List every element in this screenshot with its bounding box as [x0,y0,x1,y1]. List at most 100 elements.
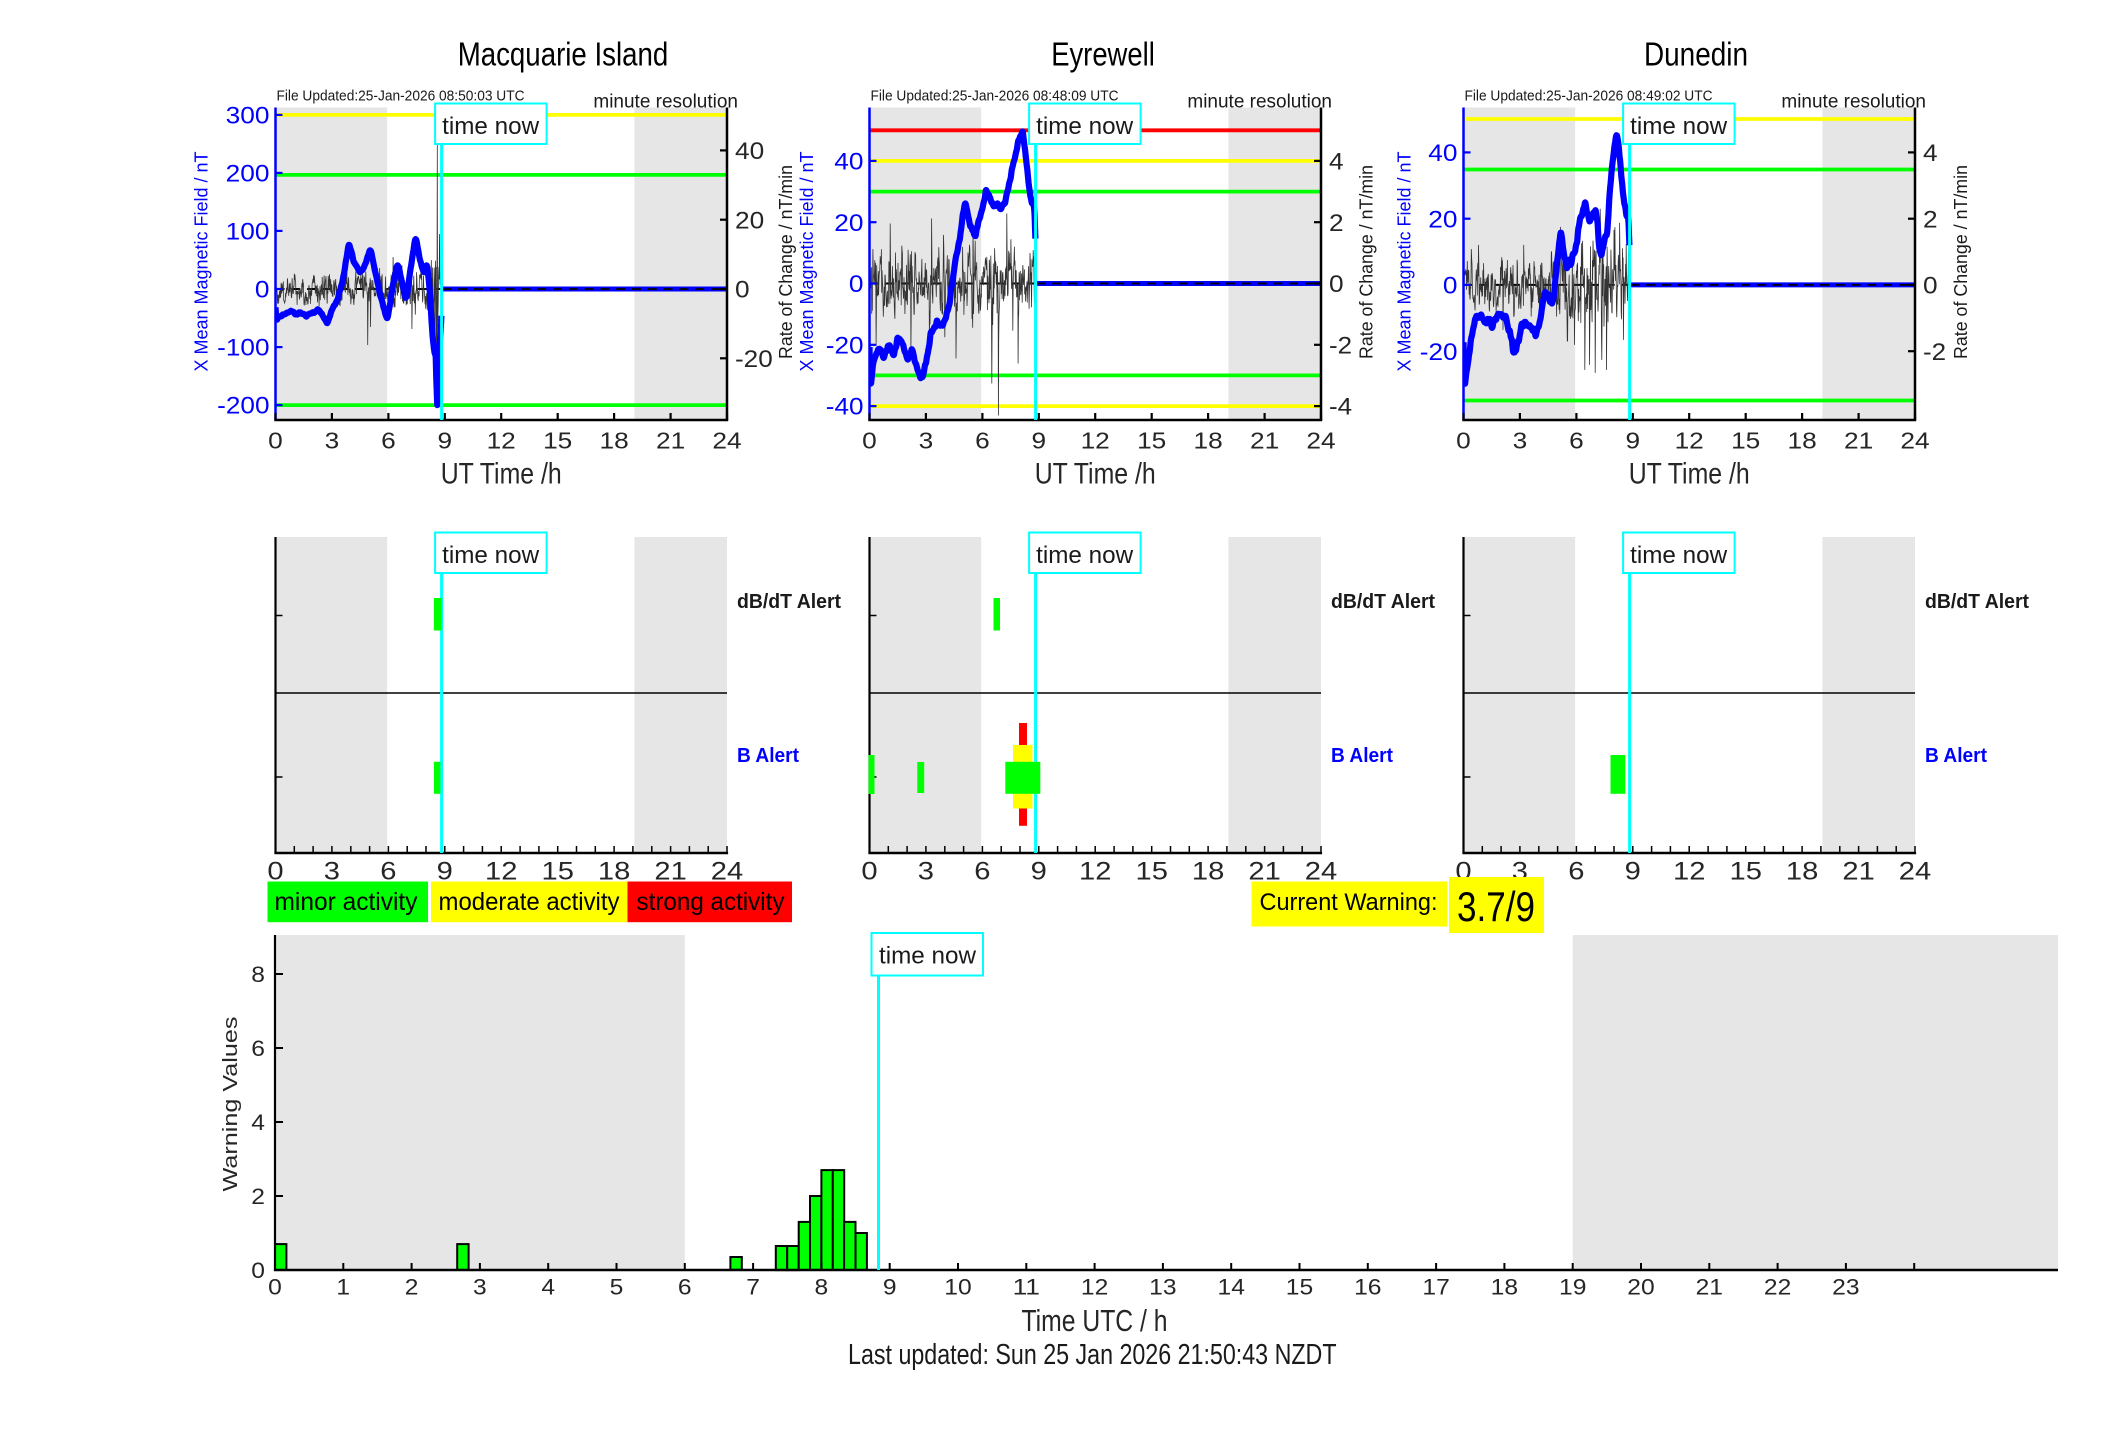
svg-text:-2: -2 [1329,332,1352,359]
svg-text:6: 6 [975,428,990,454]
svg-text:dB/dT Alert: dB/dT Alert [1331,591,1435,613]
svg-text:4: 4 [1329,149,1344,176]
svg-text:9: 9 [1032,428,1047,454]
svg-text:24: 24 [1306,428,1335,454]
svg-text:21: 21 [1248,858,1280,886]
svg-text:0: 0 [251,1258,265,1283]
svg-text:-20: -20 [735,346,773,373]
svg-text:9: 9 [1626,428,1641,454]
svg-text:Time UTC / h: Time UTC / h [1022,1303,1168,1338]
svg-text:X Mean Magnetic Field / nT: X Mean Magnetic Field / nT [192,152,212,372]
svg-text:6: 6 [251,1036,265,1061]
svg-text:time now: time now [442,113,540,140]
svg-text:300: 300 [226,103,270,130]
svg-text:3: 3 [919,428,934,454]
svg-text:minute resolution: minute resolution [1781,92,1926,113]
svg-text:9: 9 [1031,858,1047,886]
svg-text:24: 24 [711,858,744,886]
svg-text:13: 13 [1149,1275,1176,1300]
svg-text:0: 0 [849,271,864,298]
svg-text:24: 24 [712,428,741,454]
svg-text:B Alert: B Alert [737,745,799,767]
svg-text:6: 6 [380,858,396,886]
svg-text:6: 6 [974,858,990,886]
svg-text:3: 3 [1513,428,1528,454]
svg-text:0: 0 [735,277,750,304]
svg-text:4: 4 [1923,140,1938,167]
svg-text:dB/dT Alert: dB/dT Alert [737,591,841,613]
svg-text:8: 8 [815,1275,829,1300]
svg-text:0: 0 [1923,273,1938,300]
svg-text:4: 4 [251,1110,265,1135]
svg-text:17: 17 [1422,1275,1449,1300]
svg-text:-20: -20 [826,332,864,359]
svg-text:0: 0 [861,858,877,886]
svg-text:0: 0 [268,428,283,454]
svg-text:21: 21 [654,858,686,886]
svg-text:18: 18 [1192,858,1224,886]
svg-text:15: 15 [543,428,572,454]
svg-text:Macquarie Island: Macquarie Island [458,36,669,73]
svg-text:6: 6 [1568,858,1584,886]
svg-text:moderate activity: moderate activity [439,888,620,916]
svg-text:-40: -40 [826,394,864,421]
svg-text:-20: -20 [1420,339,1458,366]
svg-text:2: 2 [1329,210,1344,237]
svg-text:9: 9 [1625,858,1641,886]
svg-text:minute resolution: minute resolution [593,92,738,113]
svg-text:100: 100 [226,219,270,246]
svg-text:15: 15 [1136,858,1168,886]
svg-text:18: 18 [1491,1275,1518,1300]
svg-text:File Updated:25-Jan-2026 08:49: File Updated:25-Jan-2026 08:49:02 UTC [1465,88,1713,105]
svg-text:12: 12 [1079,858,1111,886]
svg-text:Dunedin: Dunedin [1644,36,1748,73]
svg-text:24: 24 [1899,858,1932,886]
svg-text:Last updated: Sun 25 Jan 2026: Last updated: Sun 25 Jan 2026 21:50:43 N… [848,1339,1337,1371]
svg-text:12: 12 [485,858,517,886]
svg-text:21: 21 [1696,1275,1723,1300]
svg-text:Eyrewell: Eyrewell [1051,36,1155,73]
svg-text:time now: time now [1036,113,1134,140]
svg-text:UT Time /h: UT Time /h [1629,458,1750,491]
svg-text:0: 0 [1329,271,1344,298]
svg-text:18: 18 [598,858,630,886]
svg-text:15: 15 [1286,1275,1313,1300]
svg-text:-2: -2 [1923,339,1946,366]
svg-text:0: 0 [268,1275,282,1300]
svg-text:15: 15 [542,858,574,886]
svg-text:3: 3 [918,858,934,886]
svg-text:7: 7 [746,1275,760,1300]
svg-text:3: 3 [473,1275,487,1300]
svg-text:2: 2 [251,1184,265,1209]
svg-text:40: 40 [1428,140,1457,167]
svg-text:strong activity: strong activity [637,888,785,916]
svg-text:20: 20 [1428,206,1457,233]
svg-text:time now: time now [1630,542,1728,569]
svg-text:11: 11 [1013,1275,1040,1300]
svg-text:20: 20 [834,210,863,237]
svg-text:19: 19 [1559,1275,1586,1300]
svg-text:15: 15 [1730,858,1762,886]
svg-text:22: 22 [1764,1275,1791,1300]
svg-text:21: 21 [1250,428,1279,454]
svg-text:16: 16 [1354,1275,1381,1300]
svg-text:5: 5 [610,1275,624,1300]
svg-text:3: 3 [325,428,340,454]
svg-text:0: 0 [255,277,270,304]
svg-text:40: 40 [735,138,764,165]
svg-text:12: 12 [1081,428,1110,454]
svg-text:9: 9 [883,1275,897,1300]
svg-text:6: 6 [1569,428,1584,454]
svg-text:12: 12 [1081,1275,1108,1300]
svg-text:10: 10 [944,1275,971,1300]
svg-text:15: 15 [1137,428,1166,454]
svg-text:X Mean Magnetic Field / nT: X Mean Magnetic Field / nT [1395,152,1415,372]
svg-text:-200: -200 [217,393,269,420]
svg-text:Rate of Change / nT/min: Rate of Change / nT/min [1951,165,1971,359]
svg-text:time now: time now [879,943,977,970]
svg-text:0: 0 [1456,428,1471,454]
svg-text:Current Warning:: Current Warning: [1260,889,1438,916]
svg-text:12: 12 [1673,858,1705,886]
svg-text:3.7/9: 3.7/9 [1457,883,1535,930]
svg-text:20: 20 [735,207,764,234]
